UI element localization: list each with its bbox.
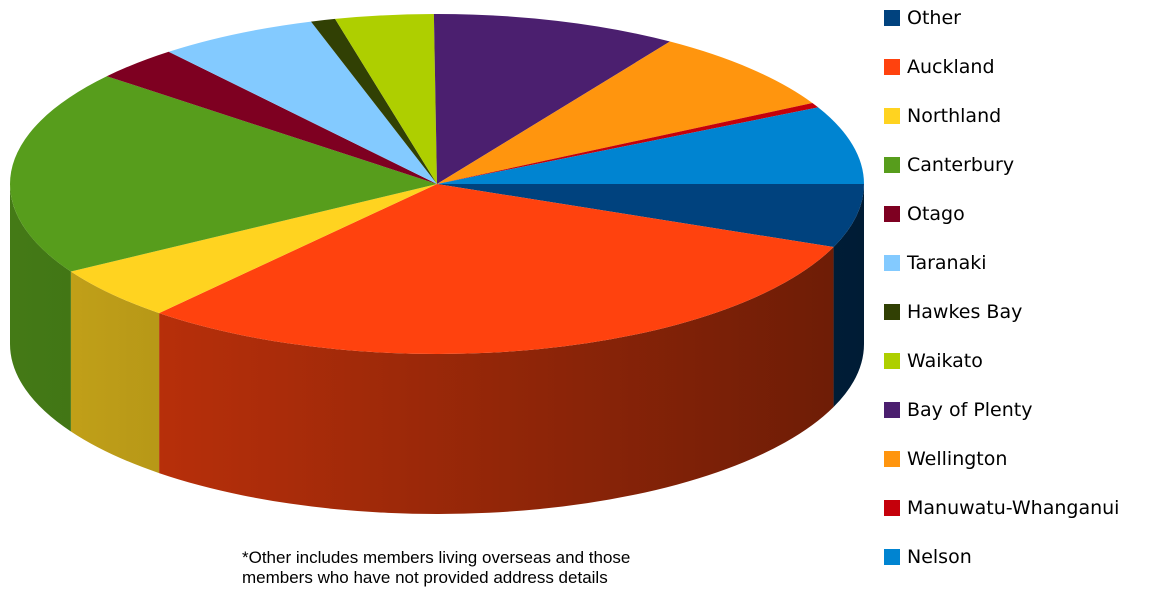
- pie-slice-side: [70, 271, 160, 474]
- pie-slice-side: [159, 247, 834, 514]
- pie-slice: [10, 76, 437, 272]
- legend-swatch: [884, 157, 900, 173]
- pie-slice-side: [833, 184, 864, 408]
- legend-item: Bay of Plenty: [884, 395, 1169, 444]
- legend-label: Taranaki: [907, 252, 987, 274]
- legend-item: Hawkes Bay: [884, 297, 1169, 346]
- pie-slice: [168, 21, 438, 184]
- legend-item: Otago: [884, 199, 1169, 248]
- footnote-line-2: members who have not provided address de…: [242, 568, 608, 587]
- legend-label: Otago: [907, 203, 965, 225]
- legend-swatch: [884, 500, 900, 516]
- pie-slice-side: [10, 184, 71, 432]
- legend-item: Nelson: [884, 542, 1169, 591]
- legend-item: Other: [884, 3, 1169, 52]
- pie-slice: [310, 18, 437, 184]
- legend-swatch: [884, 402, 900, 418]
- chart-footnote: *Other includes members living overseas …: [242, 548, 842, 588]
- legend-label: Manuwatu-Whanganui: [907, 497, 1120, 519]
- legend-label: Auckland: [907, 56, 995, 78]
- pie-slice: [159, 184, 834, 354]
- legend-item: Taranaki: [884, 248, 1169, 297]
- legend-swatch: [884, 255, 900, 271]
- legend-label: Other: [907, 7, 961, 29]
- pie-slice: [437, 41, 813, 185]
- pie-slice: [70, 184, 437, 314]
- legend-item: Canterbury: [884, 150, 1169, 199]
- legend-swatch: [884, 304, 900, 320]
- pie-slice: [433, 14, 670, 185]
- legend-swatch: [884, 59, 900, 75]
- legend-label: Canterbury: [907, 154, 1015, 176]
- legend-swatch: [884, 108, 900, 124]
- legend-swatch: [884, 10, 900, 26]
- legend-item: Northland: [884, 101, 1169, 150]
- legend-label: Wellington: [907, 448, 1008, 470]
- pie-slice: [437, 184, 864, 248]
- legend-swatch: [884, 549, 900, 565]
- legend-item: Auckland: [884, 52, 1169, 101]
- pie-slice: [106, 51, 438, 185]
- legend-swatch: [884, 206, 900, 222]
- legend-label: Nelson: [907, 546, 972, 568]
- legend-item: Wellington: [884, 444, 1169, 493]
- pie-slice: [437, 102, 819, 184]
- legend-label: Hawkes Bay: [907, 301, 1023, 323]
- legend-swatch: [884, 451, 900, 467]
- footnote-line-1: *Other includes members living overseas …: [242, 548, 631, 567]
- legend-label: Waikato: [907, 350, 983, 372]
- legend-swatch: [884, 353, 900, 369]
- legend-item: Manuwatu-Whanganui: [884, 493, 1169, 542]
- pie-slice: [335, 14, 437, 185]
- legend-label: Northland: [907, 105, 1002, 127]
- pie-slice: [437, 107, 864, 184]
- chart-legend: Other Auckland Northland Canterbury Otago Tar…: [884, 3, 1169, 591]
- legend-item: Waikato: [884, 346, 1169, 395]
- legend-label: Bay of Plenty: [907, 399, 1033, 421]
